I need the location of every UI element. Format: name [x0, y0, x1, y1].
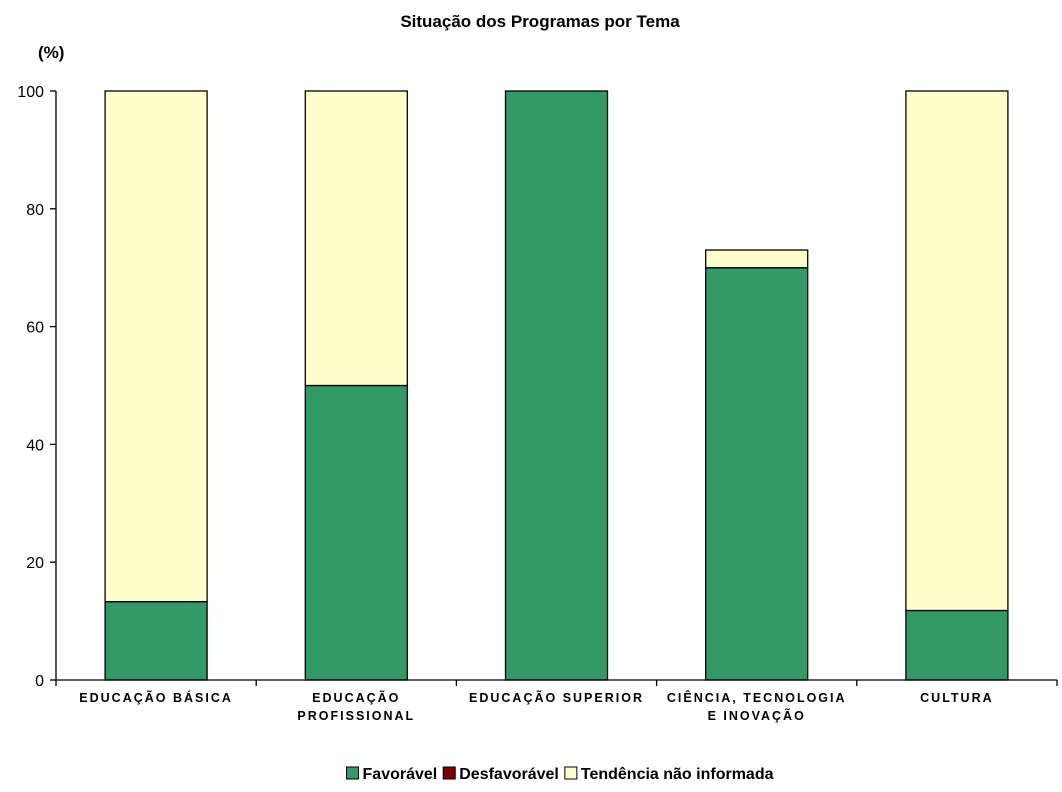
y-axis-unit-label: (%)	[38, 43, 64, 62]
bar-segment-3-cat-2	[304, 90, 408, 387]
bar-segment-3-cat-4	[705, 249, 809, 269]
x-category-label: EDUCAÇÃO BÁSICA	[79, 690, 233, 705]
legend-label: Tendência não informada	[581, 766, 774, 783]
x-category-label: CULTURA	[920, 691, 993, 705]
bar-segment-1-cat-1	[104, 601, 208, 681]
x-category-label: EDUCAÇÃO SUPERIOR	[469, 690, 644, 705]
bar-segment-1-cat-2	[304, 384, 408, 681]
legend-swatch-1	[346, 766, 360, 780]
bar-segment-1-cat-4	[705, 267, 809, 681]
legend-swatch-3	[564, 766, 578, 780]
bar-segment-3-cat-1	[104, 90, 208, 603]
legend: Favorável Desfavorável Tendência não infor…	[346, 766, 774, 783]
y-tick-label: 40	[26, 437, 44, 454]
legend-swatch-2	[442, 766, 456, 780]
y-tick-label: 100	[17, 84, 44, 101]
x-category-label: E INOVAÇÃO	[708, 708, 806, 723]
bar-segment-1-cat-5	[905, 609, 1009, 681]
y-tick-label: 60	[26, 320, 44, 337]
bar-segment-3-cat-5	[905, 90, 1009, 612]
y-tick-label: 80	[26, 202, 44, 219]
bar-segment-1-cat-3	[504, 90, 609, 681]
legend-label: Favorável	[363, 766, 438, 783]
y-tick-label: 0	[35, 673, 44, 690]
y-tick-label: 20	[26, 555, 44, 572]
plot-area: 0 20 40 60 80 100 EDUCAÇÃO BÁSICA EDUCAÇÃO PROFI…	[17, 84, 1058, 723]
x-category-label: EDUCAÇÃO	[312, 690, 400, 705]
legend-label: Desfavorável	[459, 766, 559, 783]
chart-title: Situação dos Programas por Tema	[400, 12, 680, 31]
x-category-label: PROFISSIONAL	[297, 709, 415, 723]
x-category-label: CIÊNCIA, TECNOLOGIA	[667, 690, 847, 705]
